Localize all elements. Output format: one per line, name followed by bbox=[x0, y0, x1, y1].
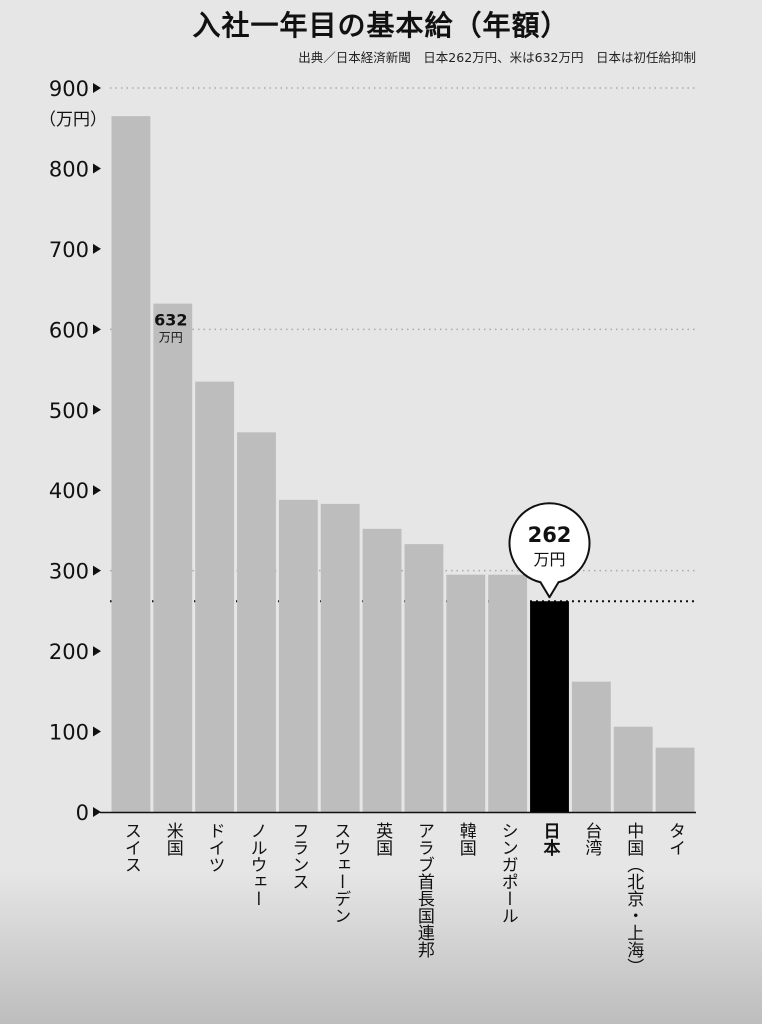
bar bbox=[446, 574, 486, 812]
x-tick-label: 中国（北京・上海） bbox=[623, 822, 644, 975]
x-tick-label: タイ bbox=[665, 822, 685, 856]
bar bbox=[320, 503, 360, 812]
x-tick-label: ノルウェー bbox=[247, 822, 267, 907]
y-tick-marker bbox=[93, 646, 101, 657]
bar bbox=[111, 116, 151, 812]
y-tick-label: 100 bbox=[49, 721, 89, 745]
x-tick-label: 米国 bbox=[163, 822, 184, 856]
y-tick-marker bbox=[93, 565, 101, 576]
bar bbox=[655, 747, 695, 812]
axis-layer: 0 100 200 300 400 500 600 700 800 900 （万円） bbox=[39, 77, 696, 825]
bar bbox=[153, 303, 193, 812]
y-tick-marker bbox=[93, 324, 101, 335]
y-tick-marker bbox=[93, 163, 101, 174]
bar bbox=[237, 432, 276, 812]
y-tick-label: 500 bbox=[49, 399, 89, 423]
callout-unit: 万円 bbox=[533, 550, 565, 569]
bar bbox=[404, 544, 444, 812]
data-label-value: 632 bbox=[154, 311, 187, 330]
y-tick-marker bbox=[93, 243, 101, 254]
x-tick-label: 日本 bbox=[540, 822, 561, 857]
x-tick-label: フランス bbox=[288, 822, 308, 890]
chart-title: 入社一年目の基本給（年額） bbox=[192, 9, 570, 42]
y-tick-label: 600 bbox=[49, 318, 89, 342]
bar bbox=[195, 381, 235, 812]
callout-value: 262 bbox=[528, 523, 572, 547]
x-tick-label: スイス bbox=[121, 822, 141, 873]
y-tick-label: 0 bbox=[76, 801, 89, 825]
y-tick-marker bbox=[93, 726, 101, 737]
x-tick-label: 韓国 bbox=[456, 822, 477, 856]
bar bbox=[571, 681, 611, 812]
x-tick-label: ドイツ bbox=[205, 822, 225, 873]
bar bbox=[362, 528, 402, 812]
y-tick-marker bbox=[93, 83, 101, 93]
y-tick-marker bbox=[93, 807, 101, 817]
bar bbox=[278, 499, 318, 812]
bar-layer bbox=[111, 116, 695, 812]
bar bbox=[613, 726, 653, 812]
y-tick-label: 400 bbox=[49, 479, 89, 503]
y-tick-marker bbox=[93, 485, 101, 496]
y-axis-unit: （万円） bbox=[39, 110, 107, 130]
source-note: 出典／日本経済新聞 日本262万円、米は632万円 日本は初任給抑制 bbox=[298, 50, 696, 65]
callout-bubble bbox=[508, 502, 591, 599]
x-tick-label: 台湾 bbox=[581, 822, 602, 857]
label-layer: スイス 米国 ドイツ ノルウェー フランス スウェーデン 英国 アラブ首長国連邦 韓国 シンガポー… bbox=[121, 311, 685, 975]
bar-highlight bbox=[530, 601, 569, 812]
data-label-unit: 万円 bbox=[159, 331, 183, 345]
y-tick-label: 300 bbox=[49, 560, 89, 584]
x-tick-label: 英国 bbox=[372, 822, 393, 856]
y-tick-label: 900 bbox=[49, 77, 89, 101]
bar bbox=[488, 574, 528, 812]
x-tick-label: スウェーデン bbox=[330, 822, 350, 924]
y-tick-label: 700 bbox=[49, 238, 89, 262]
y-tick-marker bbox=[93, 404, 101, 415]
y-tick-label: 200 bbox=[49, 640, 89, 664]
x-tick-label: シンガポール bbox=[498, 822, 518, 924]
x-tick-label: アラブ首長国連邦 bbox=[414, 822, 435, 958]
y-tick-label: 800 bbox=[49, 157, 89, 181]
